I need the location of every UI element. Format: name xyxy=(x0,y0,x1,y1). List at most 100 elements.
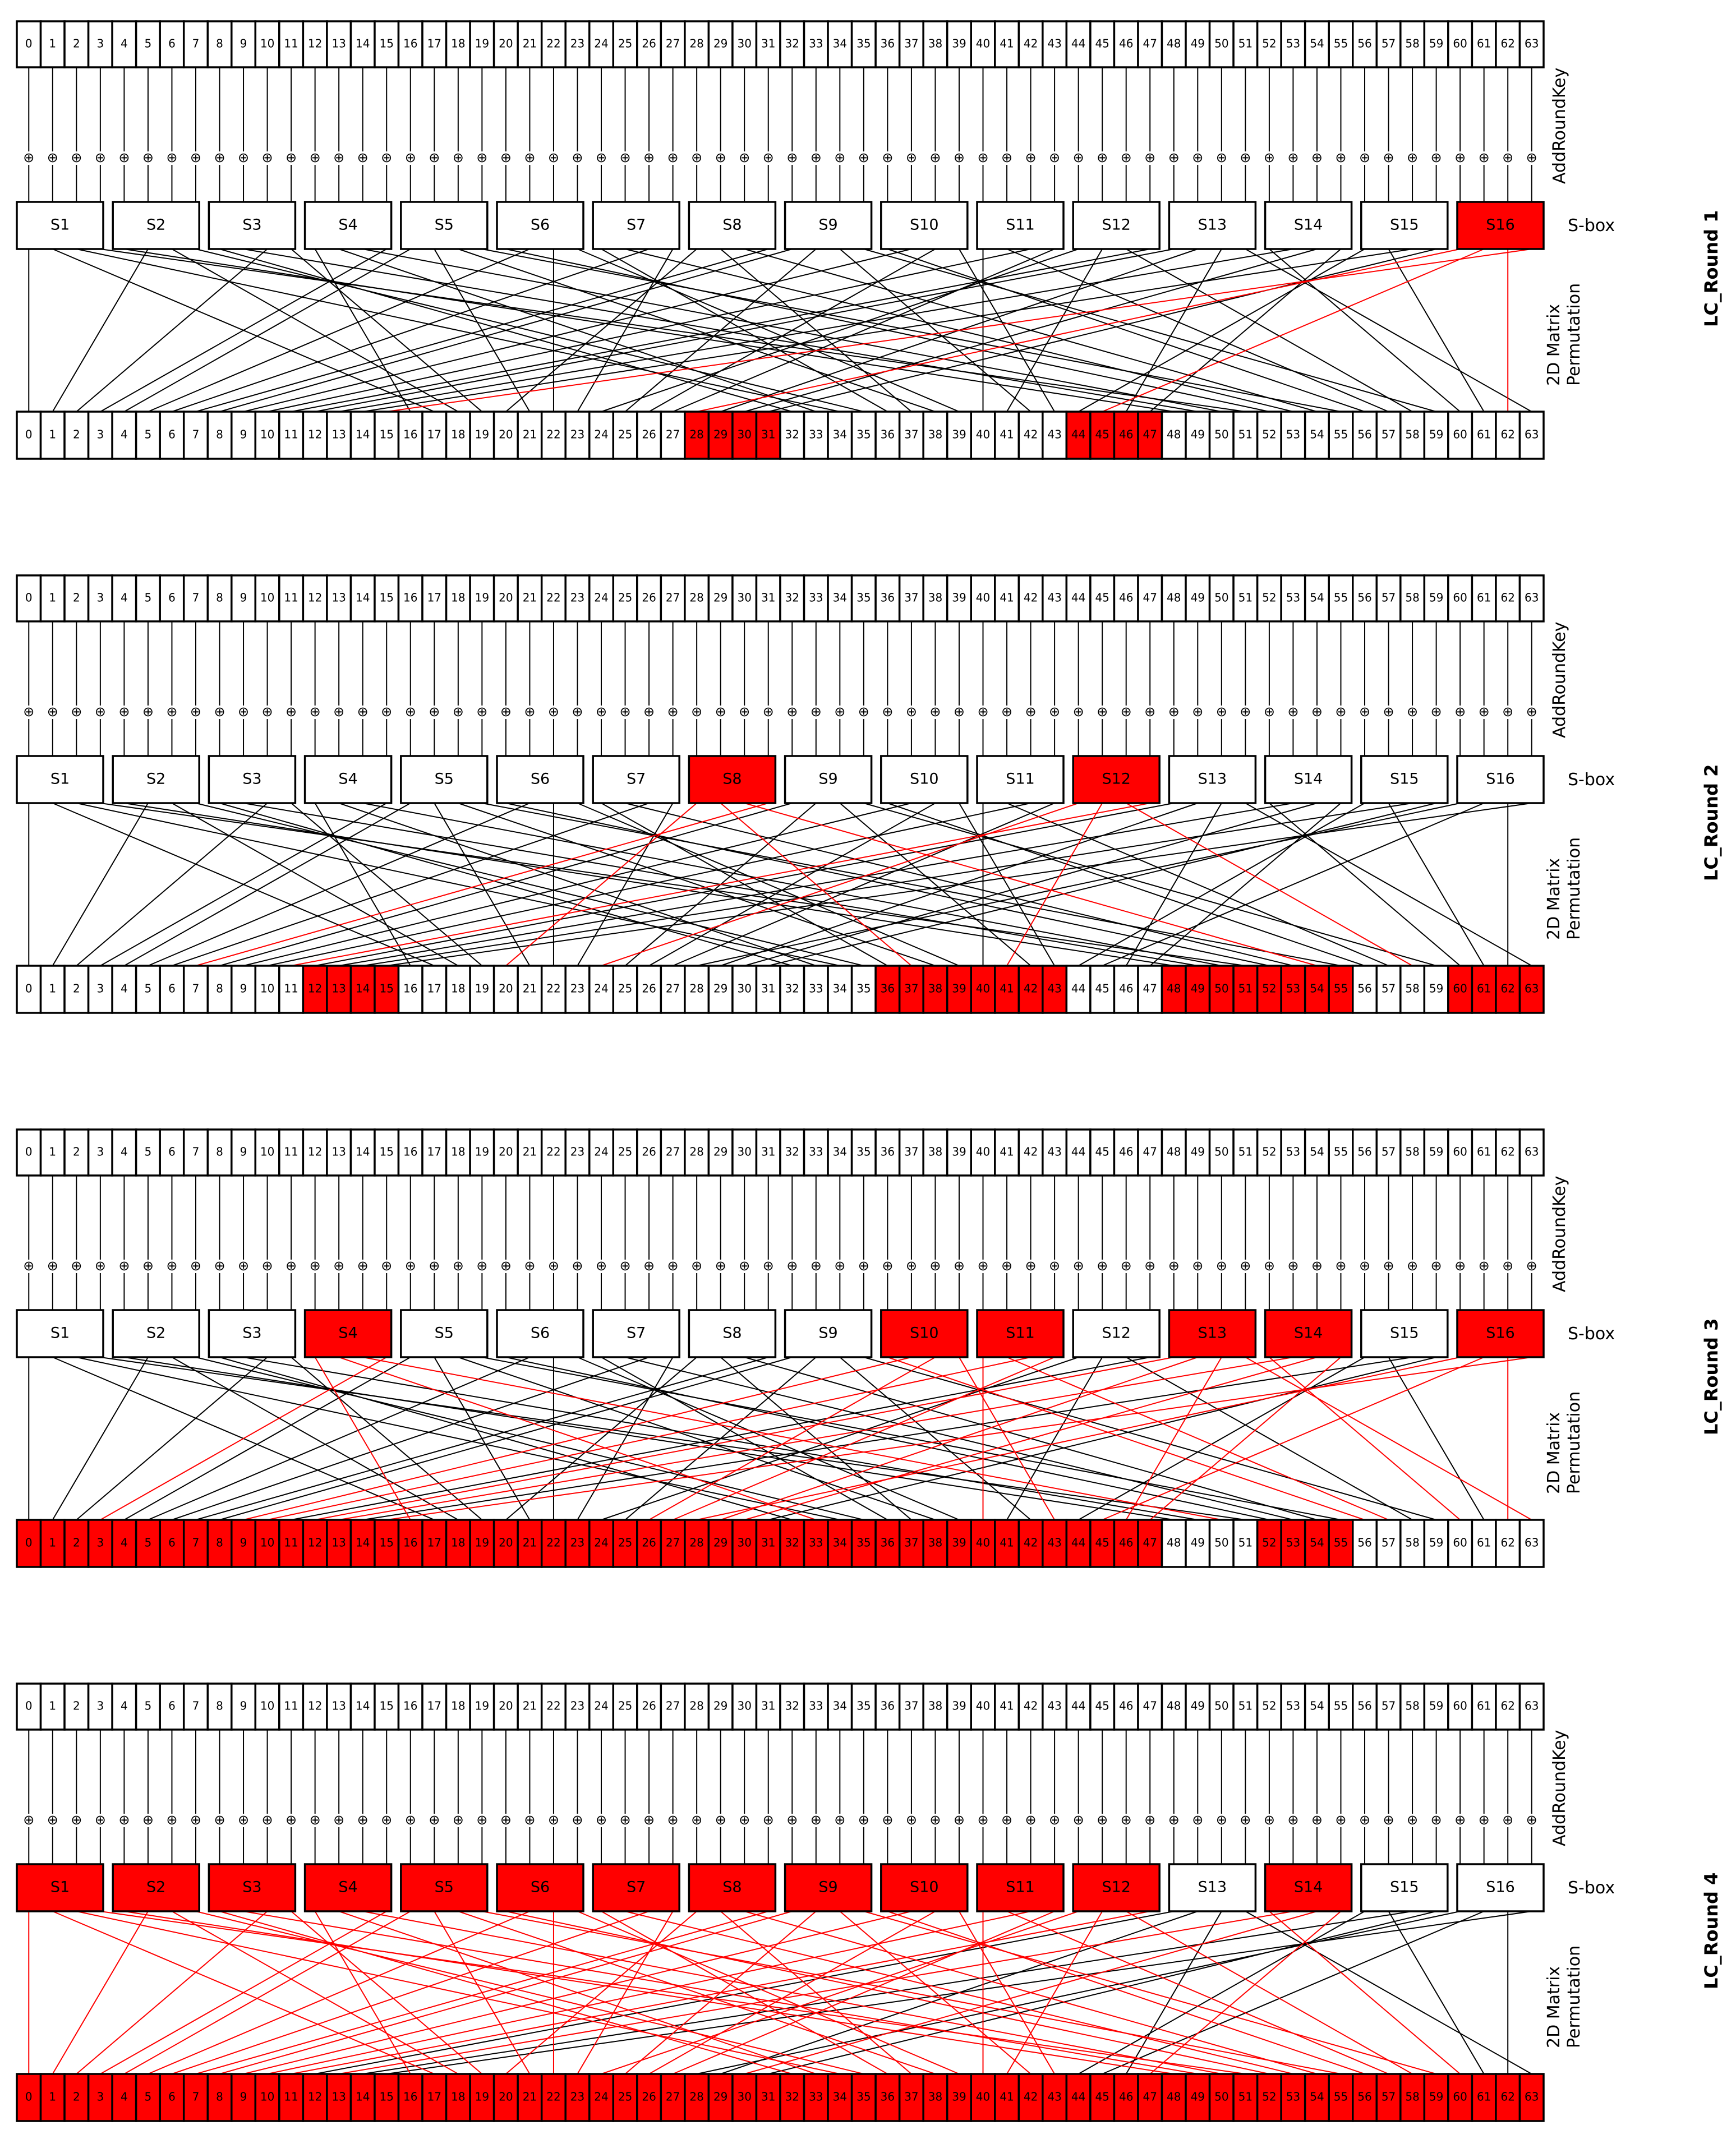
permutation-wire xyxy=(1149,1911,1342,2075)
permutation-label-line1: 2D Matrix xyxy=(1544,1412,1564,1494)
xor-icon: ⊕ xyxy=(357,1812,369,1828)
output-bit-label: 34 xyxy=(833,428,847,441)
input-bit-cell xyxy=(111,574,137,623)
xor-icon: ⊕ xyxy=(333,1812,344,1828)
xor-icon: ⊕ xyxy=(858,1812,869,1828)
sbox-S4 xyxy=(303,201,393,250)
input-bit-label: 25 xyxy=(618,1145,632,1159)
output-bit-label: 61 xyxy=(1477,2090,1491,2104)
sbox-label: S11 xyxy=(1006,216,1035,234)
output-bit-cell xyxy=(159,965,185,1014)
output-bit-label: 3 xyxy=(96,2090,104,2104)
output-bit-cell xyxy=(1280,1519,1306,1568)
sbox-S10 xyxy=(880,1863,969,1912)
sbox-label: S1 xyxy=(50,1325,70,1342)
permutation-wire xyxy=(1245,1911,1532,2075)
xor-icon: ⊕ xyxy=(238,150,249,165)
output-bit-label: 9 xyxy=(240,982,247,995)
output-bit-label: 28 xyxy=(689,428,703,441)
input-bit-cell xyxy=(1447,574,1473,623)
input-bit-label: 32 xyxy=(785,591,799,605)
input-bit-label: 4 xyxy=(121,37,128,50)
input-bit-label: 46 xyxy=(1119,1699,1133,1713)
sbox-label: S11 xyxy=(1006,1879,1035,1896)
permutation-wire xyxy=(577,1357,960,1520)
xor-icon: ⊕ xyxy=(572,150,583,165)
output-bit-label: 2 xyxy=(73,982,80,995)
xor-icon: ⊕ xyxy=(1479,150,1490,165)
input-bit-label: 6 xyxy=(168,591,176,605)
output-bit-label: 27 xyxy=(666,982,680,995)
output-bit-label: 3 xyxy=(96,982,104,995)
output-bit-cell xyxy=(707,411,734,460)
output-bit-label: 32 xyxy=(785,982,799,995)
input-bit-cell xyxy=(779,1128,805,1177)
output-bit-label: 43 xyxy=(1047,1536,1061,1550)
input-bit-label: 63 xyxy=(1525,1699,1539,1713)
xor-icon: ⊕ xyxy=(858,150,869,165)
input-bit-label: 14 xyxy=(356,37,370,50)
input-bit-label: 3 xyxy=(96,591,104,605)
input-bit-label: 33 xyxy=(809,1145,823,1159)
xor-icon: ⊕ xyxy=(691,150,702,165)
output-bit-cell xyxy=(564,1519,591,1568)
input-bit-cell xyxy=(254,574,280,623)
output-bit-cell xyxy=(1375,2073,1402,2122)
xor-icon: ⊕ xyxy=(834,150,845,165)
input-bit-label: 23 xyxy=(570,1145,584,1159)
output-bit-cell xyxy=(1232,965,1259,1014)
output-bit-label: 23 xyxy=(570,1536,584,1550)
sbox-label: S7 xyxy=(627,771,646,788)
input-bit-cell xyxy=(278,574,305,623)
output-bit-label: 45 xyxy=(1095,1536,1109,1550)
permutation-wire xyxy=(601,248,1079,412)
permutation-wire xyxy=(1388,1357,1485,1520)
xor-icon: ⊕ xyxy=(1168,1258,1180,1274)
xor-icon: ⊕ xyxy=(71,704,82,720)
xor-icon: ⊕ xyxy=(977,1258,988,1274)
input-bit-label: 46 xyxy=(1119,1145,1133,1159)
input-bit-label: 53 xyxy=(1286,1699,1300,1713)
input-bit-cell xyxy=(994,574,1020,623)
sbox-S13 xyxy=(1168,1863,1257,1912)
output-bit-label: 14 xyxy=(356,982,370,995)
input-bit-label: 38 xyxy=(928,1699,942,1713)
input-bit-cell xyxy=(1304,20,1330,68)
sbox-S9 xyxy=(784,1309,873,1358)
xor-icon: ⊕ xyxy=(476,150,487,165)
xor-icon: ⊕ xyxy=(906,1258,917,1274)
output-bit-cell xyxy=(469,965,495,1014)
output-bit-label: 17 xyxy=(427,1536,441,1550)
sbox-label: S14 xyxy=(1294,771,1323,788)
input-bit-label: 0 xyxy=(25,1699,33,1713)
permutation-wire xyxy=(648,248,936,412)
input-bit-cell xyxy=(684,1682,710,1731)
output-bit-label: 22 xyxy=(546,2090,560,2104)
output-bit-label: 42 xyxy=(1024,1536,1038,1550)
input-bit-label: 50 xyxy=(1214,591,1228,605)
input-bit-cell xyxy=(779,574,805,623)
output-bit-label: 39 xyxy=(952,1536,966,1550)
output-bit-cell xyxy=(1518,2073,1545,2122)
xor-icon: ⊕ xyxy=(238,1812,249,1828)
xor-icon: ⊕ xyxy=(1431,704,1442,720)
addroundkey-label: AddRoundKey xyxy=(1550,1176,1569,1292)
output-bit-label: 21 xyxy=(523,1536,537,1550)
output-bit-label: 41 xyxy=(1000,2090,1014,2104)
output-bit-label: 26 xyxy=(642,2090,656,2104)
xor-icon: ⊕ xyxy=(715,150,726,165)
input-bit-label: 42 xyxy=(1024,1145,1038,1159)
output-bit-cell xyxy=(182,2073,209,2122)
xor-icon: ⊕ xyxy=(500,704,512,720)
xor-icon: ⊕ xyxy=(763,1812,774,1828)
output-bit-cell xyxy=(63,2073,90,2122)
input-bit-label: 17 xyxy=(427,37,441,50)
output-bit-cell xyxy=(660,2073,686,2122)
input-bit-label: 52 xyxy=(1262,37,1276,50)
xor-icon: ⊕ xyxy=(1407,1812,1418,1828)
output-bit-label: 42 xyxy=(1024,2090,1038,2104)
xor-icon: ⊕ xyxy=(500,1258,512,1274)
output-bit-cell xyxy=(492,411,519,460)
output-bit-label: 15 xyxy=(380,1536,394,1550)
permutation-label: 2D Matrix Permutation xyxy=(1544,1391,1584,1494)
